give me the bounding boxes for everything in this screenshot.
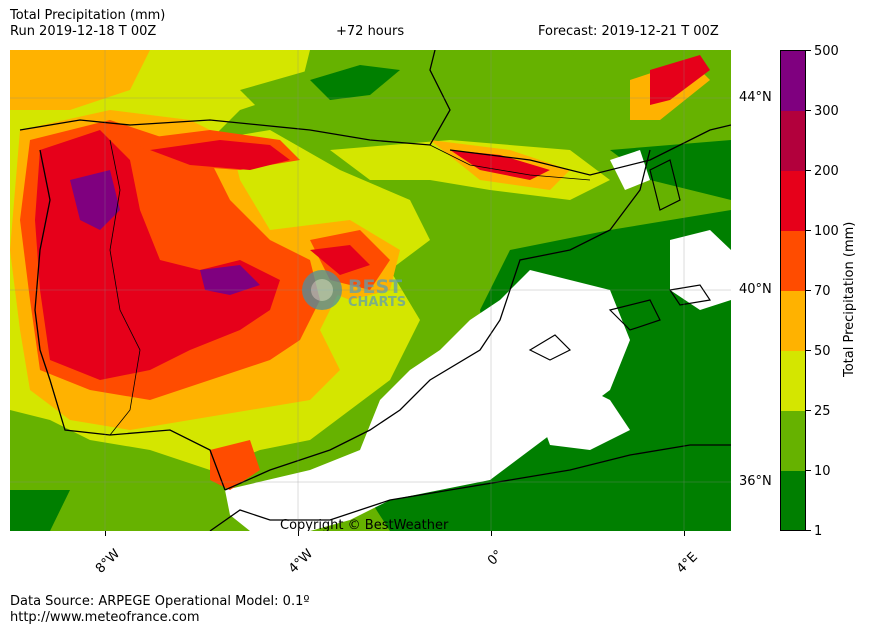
lat-label-40n: 40°N [739, 282, 772, 297]
colorbar-label-300: 300 [814, 104, 839, 119]
watermark-text-charts: CHARTS [348, 295, 406, 310]
lon-tick [105, 531, 106, 536]
watermark-text-best: BEST [348, 276, 402, 298]
colorbar-label-25: 25 [814, 404, 831, 419]
colorbar-label-200: 200 [814, 164, 839, 179]
run-time: Run 2019-12-18 T 00Z [10, 24, 157, 39]
copyright: Copyright © BestWeather [280, 518, 449, 531]
map-title: Total Precipitation (mm) [10, 8, 166, 23]
lon-label-4w: 4°W [286, 546, 317, 577]
source-url: http://www.meteofrance.com [10, 610, 200, 625]
lat-label-36n: 36°N [739, 474, 772, 489]
lat-label-44n: 44°N [739, 90, 772, 105]
lon-label-8w: 8°W [93, 546, 124, 577]
colorbar-label-100: 100 [814, 224, 839, 239]
colorbar-label-1: 1 [814, 524, 823, 539]
colorbar-label-50: 50 [814, 344, 831, 359]
lead-time: +72 hours [336, 24, 405, 39]
colorbar-band-10-25 [781, 411, 805, 471]
colorbar-band-50-70 [781, 291, 805, 351]
lon-tick [684, 531, 685, 536]
colorbar-band-25-50 [781, 351, 805, 411]
lon-tick [298, 531, 299, 536]
precipitation-map: BEST CHARTS Copyright © BestWeather [10, 50, 731, 531]
colorbar-band-1-10 [781, 471, 805, 530]
colorbar-band-70-100 [781, 231, 805, 291]
lon-label-0: 0° [485, 547, 507, 569]
colorbar [780, 50, 806, 531]
colorbar-band-100-200 [781, 171, 805, 231]
colorbar-band-300-500 [781, 51, 805, 111]
lon-label-4e: 4°E [674, 549, 701, 577]
data-source: Data Source: ARPEGE Operational Model: 0… [10, 594, 310, 609]
lon-tick [491, 531, 492, 536]
colorbar-label-500: 500 [814, 44, 839, 59]
colorbar-label-70: 70 [814, 284, 831, 299]
colorbar-label-10: 10 [814, 464, 831, 479]
colorbar-band-200-300 [781, 111, 805, 171]
watermark-logo [302, 270, 342, 310]
forecast-time: Forecast: 2019-12-21 T 00Z [538, 24, 719, 39]
colorbar-title: Total Precipitation (mm) [842, 221, 857, 377]
